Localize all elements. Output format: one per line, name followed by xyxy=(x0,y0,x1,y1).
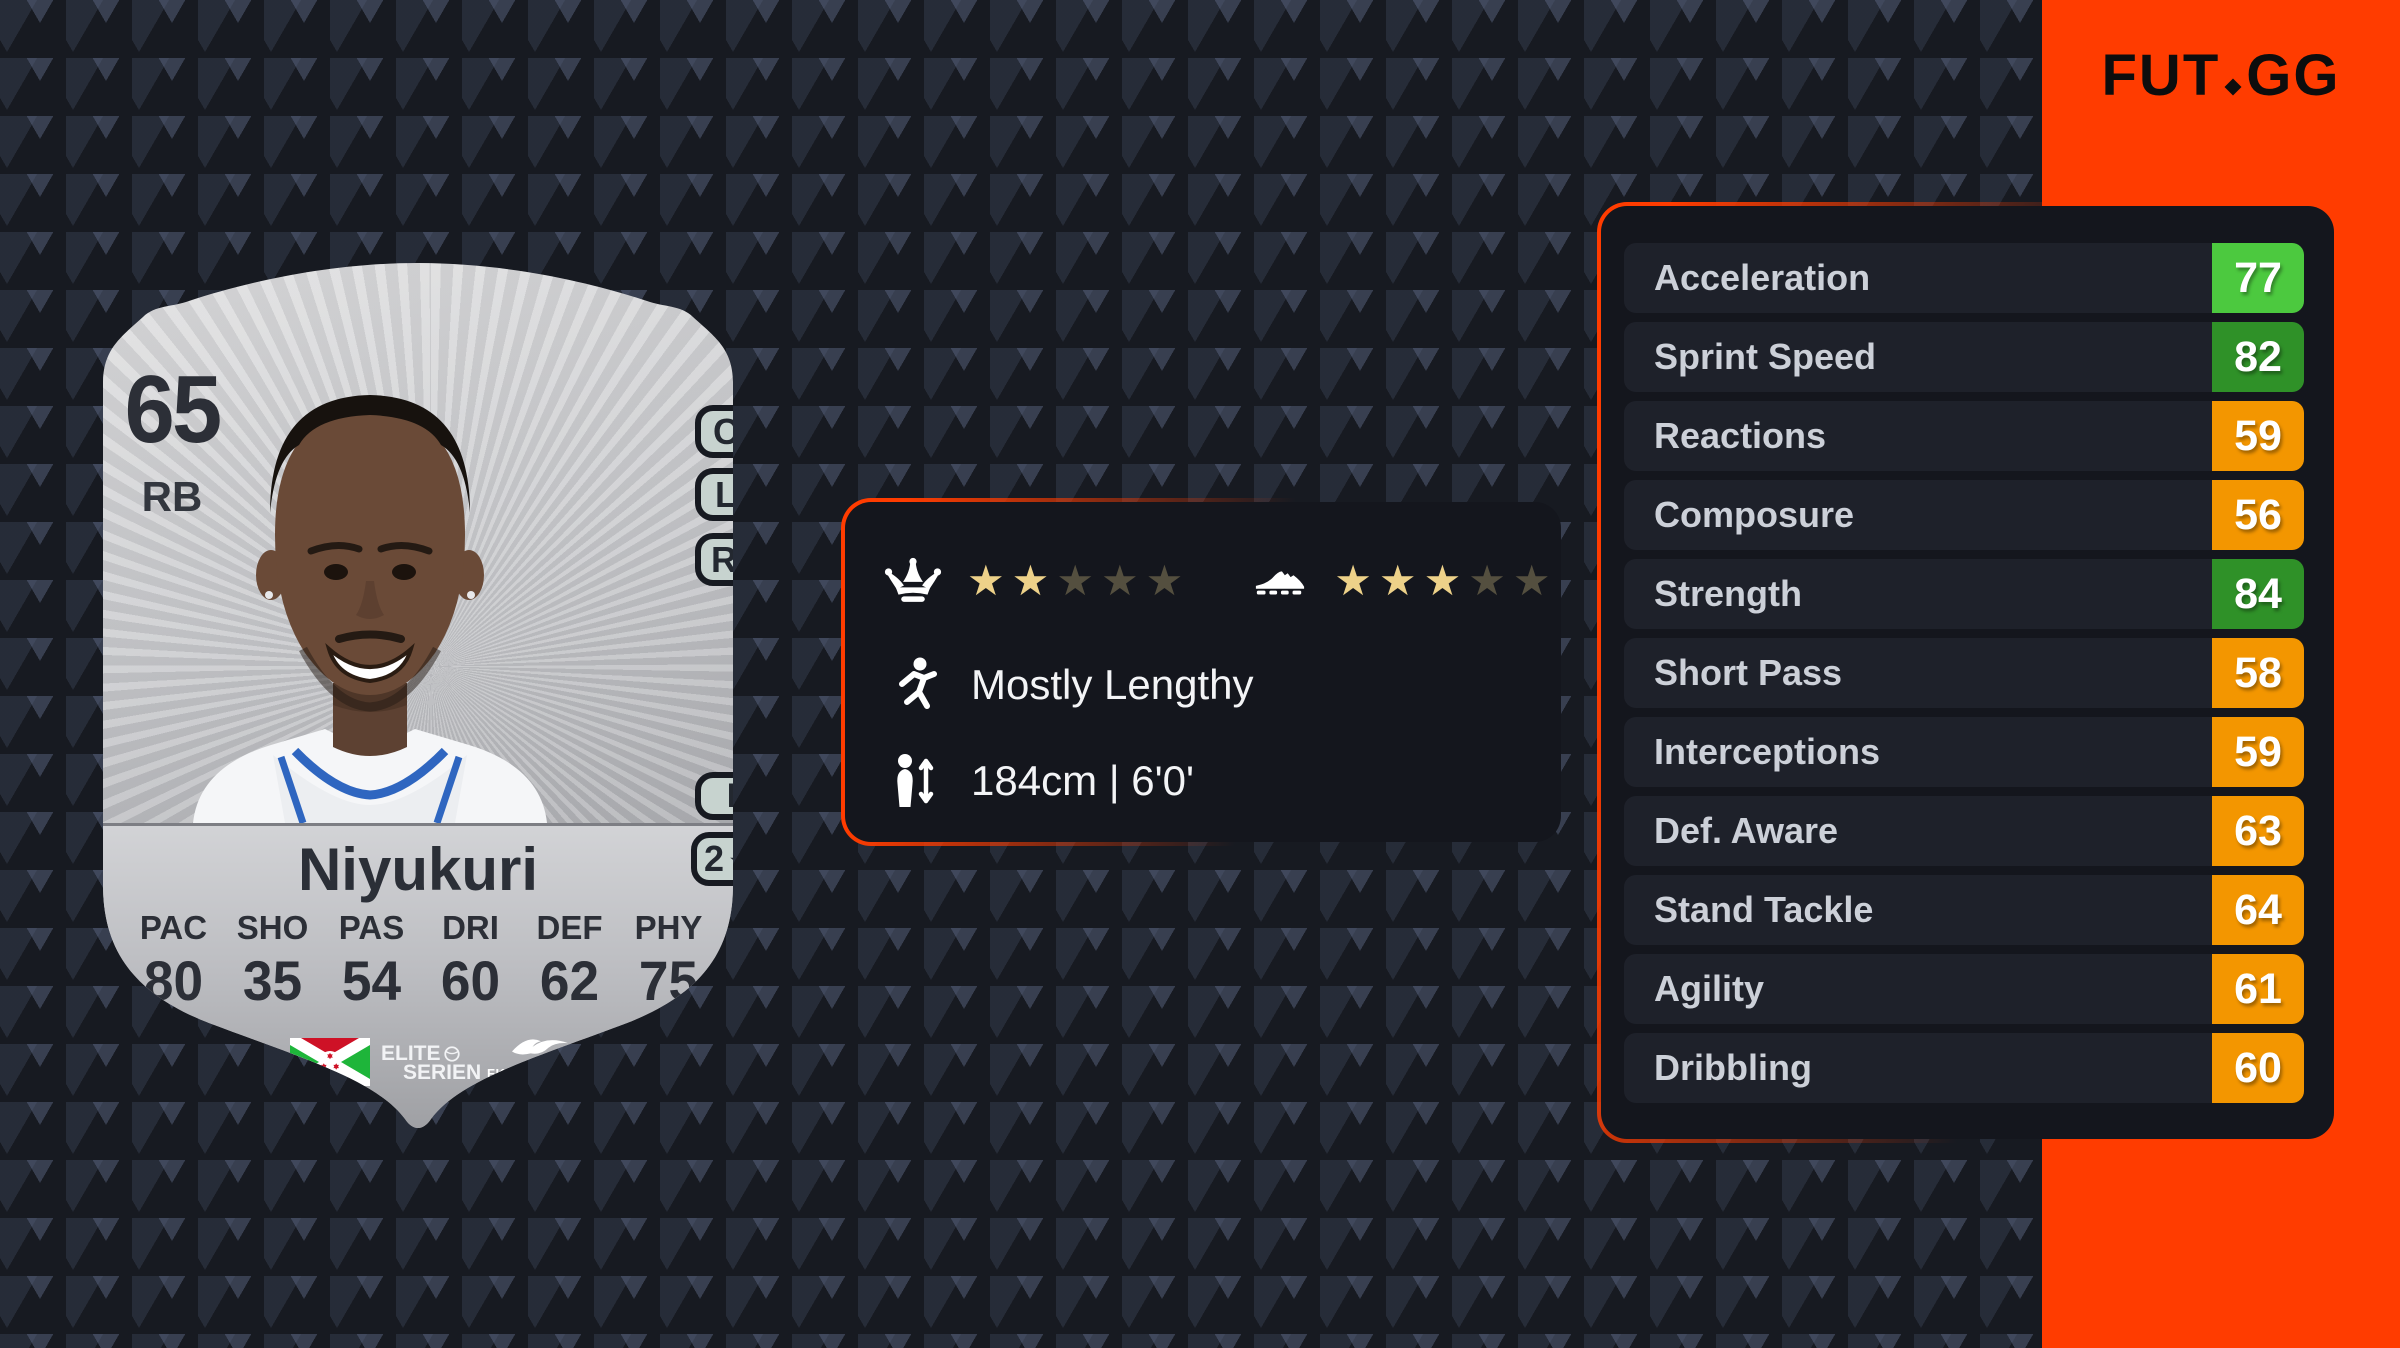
runner-icon xyxy=(881,657,945,713)
stat-value-badge: 59 xyxy=(2212,717,2304,787)
stat-value-badge: 56 xyxy=(2212,480,2304,550)
attributes-list: Acceleration 77 Sprint Speed 82 Reactions 5… xyxy=(1624,243,2304,1112)
stat-row-dribbling: Dribbling 60 xyxy=(1624,1033,2304,1103)
height-icon xyxy=(881,753,945,809)
card-position: RB xyxy=(141,472,203,520)
boot-icon xyxy=(1248,565,1312,597)
stat-value-badge: 58 xyxy=(2212,638,2304,708)
skill-stars-filled: ★★ xyxy=(967,557,1057,604)
stat-row-composure: Composure 56 xyxy=(1624,480,2304,550)
accelerate-text: Mostly Lengthy xyxy=(971,661,1254,708)
gull-icon xyxy=(508,1031,572,1059)
diamond-dot-icon xyxy=(2224,78,2242,96)
player-photo xyxy=(153,353,653,823)
stat-row-short-pass: Short Pass 58 xyxy=(1624,638,2304,708)
eliteserien-logo: ELITE SERIEN xyxy=(381,1043,477,1083)
stat-value-pas: 54 xyxy=(341,949,402,1012)
stat-value-sho: 35 xyxy=(242,949,303,1012)
jester-hat-icon xyxy=(881,556,945,606)
stat-value-dri: 60 xyxy=(440,949,501,1012)
stat-row-sprint-speed: Sprint Speed 82 xyxy=(1624,322,2304,392)
stat-label-pas: PAS xyxy=(338,909,405,946)
stat-value-badge: 59 xyxy=(2212,401,2304,471)
stat-label-sho: SHO xyxy=(236,909,309,946)
stat-row-def-aware: Def. Aware 63 xyxy=(1624,796,2304,866)
futgg-logo-fut: FUT xyxy=(2101,43,2221,108)
stat-value-badge: 60 xyxy=(2212,1033,2304,1103)
stat-value-def: 62 xyxy=(539,949,600,1012)
stat-row-strength: Strength 84 xyxy=(1624,559,2304,629)
eliteserien-text-bottom: SERIEN xyxy=(403,1061,482,1084)
stat-value-badge: 61 xyxy=(2212,954,2304,1024)
stat-row-agility: Agility 61 xyxy=(1624,954,2304,1024)
eliteserien-text-top: ELITE xyxy=(381,1042,441,1065)
stat-row-acceleration: Acceleration 77 xyxy=(1624,243,2304,313)
card-face-stats: PAC 80 SHO 35 PAS 54 DRI 60 DEF 62 PHY 75 xyxy=(124,909,718,1009)
futgg-logo[interactable]: FUT GG xyxy=(2042,42,2400,109)
stat-label-def: DEF xyxy=(536,909,603,946)
weak-foot-stars-filled: ★★★ xyxy=(1334,557,1469,604)
stat-row-interceptions: Interceptions 59 xyxy=(1624,717,2304,787)
accelerate-row: Mostly Lengthy xyxy=(881,654,1531,716)
stat-value-badge: 63 xyxy=(2212,796,2304,866)
stat-label-dri: DRI xyxy=(442,909,499,946)
height-text: 184cm | 6'0' xyxy=(971,757,1195,804)
stat-value-badge: 84 xyxy=(2212,559,2304,629)
skill-moves-stars: ★★★★★ xyxy=(967,560,1190,602)
skill-stars-empty: ★★★ xyxy=(1056,557,1191,604)
stat-value-badge: 64 xyxy=(2212,875,2304,945)
stat-value-badge: 77 xyxy=(2212,243,2304,313)
stat-value-badge: 82 xyxy=(2212,322,2304,392)
stat-label-phy: PHY xyxy=(634,909,703,946)
eliteserien-ball-icon xyxy=(443,1045,461,1063)
weak-foot-stars: ★★★★★ xyxy=(1334,560,1557,602)
height-row: 184cm | 6'0' xyxy=(881,750,1531,812)
player-name: Niyukuri xyxy=(297,836,539,903)
skill-moves-count: 2 xyxy=(704,838,725,879)
card-rating: 65 xyxy=(124,356,220,463)
futgg-logo-gg: GG xyxy=(2246,43,2341,108)
weak-foot-stars-empty: ★★ xyxy=(1468,557,1558,604)
stat-row-stand-tackle: Stand Tackle 64 xyxy=(1624,875,2304,945)
stat-row-reactions: Reactions 59 xyxy=(1624,401,2304,471)
stat-label-pac: PAC xyxy=(139,909,208,946)
player-info-panel: ★★★★★ ★★★★★ xyxy=(841,498,1565,846)
attributes-panel: Acceleration 77 Sprint Speed 82 Reactions 5… xyxy=(1597,202,2338,1143)
stars-row: ★★★★★ ★★★★★ xyxy=(881,550,1551,612)
